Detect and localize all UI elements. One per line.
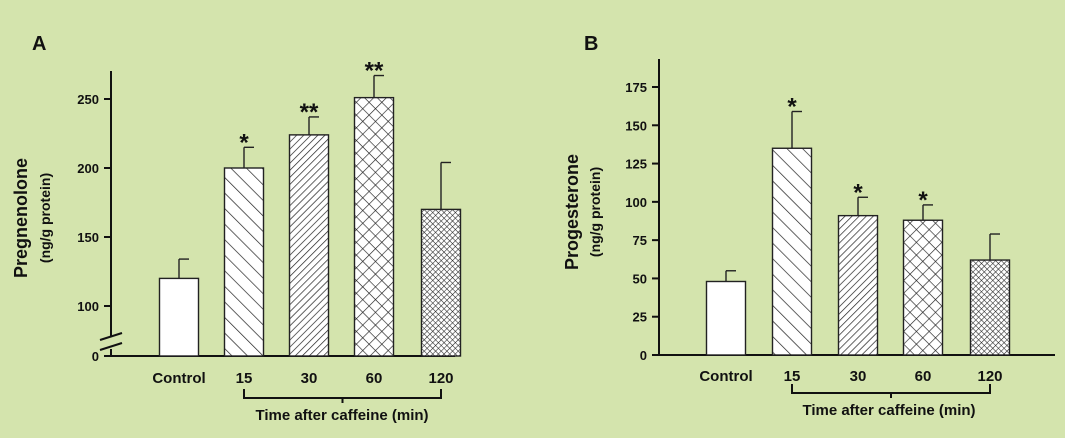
panel-b-x-axis-title: Time after caffeine (min) — [802, 402, 975, 419]
panel-a-y-tick-label: 100 — [77, 299, 99, 314]
panel-b-y-tick-label: 25 — [633, 310, 647, 325]
panel-b-bar — [837, 214, 879, 356]
panel-a-category-label: Control — [152, 370, 205, 387]
panel-b-y-axis-unit: (ng/g protein) — [587, 167, 603, 257]
panel-a-category-label: 120 — [428, 370, 453, 387]
panel-b-significance-marker: * — [918, 187, 928, 214]
panel-b-y-tick-label: 150 — [625, 118, 647, 133]
panel-a-y-axis-unit: (ng/g protein) — [37, 173, 53, 263]
panel-a-significance-marker: ** — [300, 99, 319, 126]
panel-a-significance-marker: ** — [365, 58, 384, 85]
panel-a-y-tick-label: 150 — [77, 230, 99, 245]
panel-b-significance-marker: * — [787, 94, 797, 121]
panel-a-y-tick-label: 200 — [77, 161, 99, 176]
panel-a-letter: A — [32, 33, 46, 55]
panel-b-time-bracket — [791, 384, 991, 398]
panel-b-y-tick-label: 0 — [640, 348, 647, 363]
panel-b-category-label: 30 — [850, 368, 867, 385]
panel-a-bar — [420, 208, 462, 357]
panel-b-y-axis-title: Progesterone — [562, 154, 582, 270]
panel-a-bar — [158, 277, 200, 357]
panel-b-bar — [902, 219, 944, 356]
panel-a-category-label: 60 — [366, 370, 383, 387]
panel-a-category-label: 15 — [236, 370, 253, 387]
panel-b-bar — [705, 280, 747, 356]
panel-b-y-tick-label: 125 — [625, 157, 647, 172]
panel-b-y-tick-label: 100 — [625, 195, 647, 210]
panel-a-bar — [223, 167, 265, 357]
panel-b-marks: 0 25 50 75 100 125 150 175 Control * 15 * 30 * 60 120 — [625, 59, 1055, 398]
panel-a-time-bracket — [243, 389, 442, 403]
panel-a-y-tick-label: 250 — [77, 92, 99, 107]
panel-a-y-axis-title: Pregnenolone — [11, 158, 31, 278]
panel-a-category-label: 30 — [301, 370, 318, 387]
panel-b-bar — [969, 259, 1011, 356]
panel-b-y-tick-label: 75 — [633, 233, 647, 248]
panel-a-axis-break-mark — [99, 342, 123, 351]
panel-b-y-tick-label: 175 — [625, 80, 647, 95]
panel-b-y-tick-label: 50 — [633, 271, 647, 286]
panel-a-bar — [353, 96, 395, 357]
panel-a-marks: 0 100 150 200 250 Control * 15 ** 30 ** 60 120 — [77, 58, 462, 403]
panel-a-axis-break-mark — [99, 332, 123, 341]
panel-b-category-label: 15 — [784, 368, 801, 385]
panel-a-bar — [288, 134, 330, 357]
panel-a: A Pregnenolone (ng/g protein) 0 100 150 200… — [11, 33, 462, 424]
panel-b-category-label: 60 — [915, 368, 932, 385]
panel-b-category-label: 120 — [977, 368, 1002, 385]
panel-b-bar — [771, 147, 813, 356]
panel-a-y-tick-label: 0 — [92, 349, 99, 364]
panel-a-x-axis-title: Time after caffeine (min) — [255, 407, 428, 424]
panel-b: B Progesterone (ng/g protein) 0 25 50 75 100… — [562, 33, 1055, 419]
panel-a-significance-marker: * — [239, 129, 249, 156]
panel-b-letter: B — [584, 33, 598, 55]
panel-b-category-label: Control — [699, 368, 752, 385]
panel-b-significance-marker: * — [853, 179, 863, 206]
